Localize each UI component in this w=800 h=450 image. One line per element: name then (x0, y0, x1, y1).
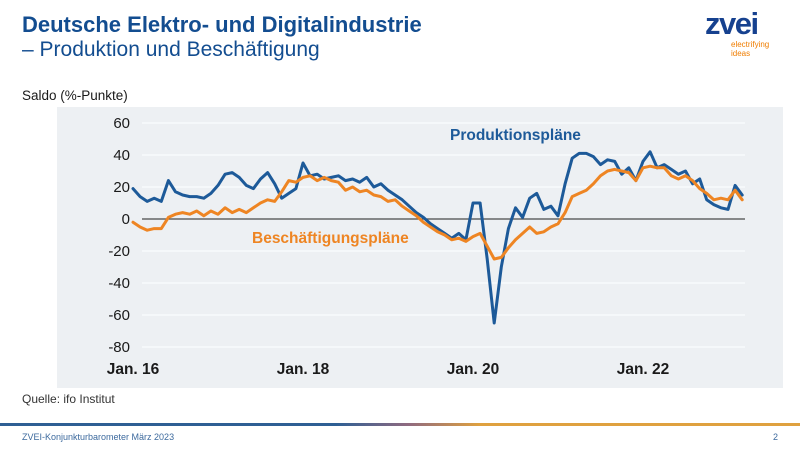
y-tick-label: -80 (108, 339, 130, 356)
zvei-logo: zvei electrifying ideas (705, 8, 775, 58)
y-tick-label: 40 (113, 147, 130, 164)
source-note: Quelle: ifo Institut (22, 392, 115, 406)
x-tick-label: Jan. 18 (277, 361, 330, 378)
x-tick-label: Jan. 20 (447, 361, 500, 378)
title-line-2: – Produktion und Beschäftigung (22, 37, 320, 61)
y-tick-label: 60 (113, 115, 130, 132)
zvei-wordmark: zvei (705, 6, 759, 41)
series-label-beschaeftigungsplaene: Beschäftigungspläne (252, 230, 409, 247)
page-title: Deutsche Elektro- und Digitalindustrie –… (22, 12, 422, 63)
zvei-tagline-line-1: electrifying (731, 40, 770, 49)
zvei-tagline-line-2: ideas (731, 49, 751, 59)
chart-panel: 60 40 20 0 -20 -40 -60 -80 Jan. 16 Jan. 18 Jan. 20… (57, 107, 783, 388)
series-line-produktionsplaene (131, 150, 744, 325)
x-tick-label: Jan. 16 (107, 361, 160, 378)
y-tick-label: 20 (113, 179, 130, 196)
y-tick-label: -40 (108, 275, 130, 292)
y-axis-title: Saldo (%-Punkte) (22, 88, 128, 103)
y-tick-label: -20 (108, 243, 130, 260)
zvei-tagline: electrifying ideas (731, 40, 775, 58)
chart-svg: 60 40 20 0 -20 -40 -60 -80 Jan. 16 Jan. 18 Jan. 20… (107, 115, 745, 378)
series-label-produktionsplaene: Produktionspläne (450, 127, 581, 144)
page-number: 2 (772, 432, 778, 442)
footer-label: ZVEI-Konjunkturbarometer März 2023 (22, 432, 175, 442)
y-tick-label: -60 (108, 307, 130, 324)
title-line-1: Deutsche Elektro- und Digitalindustrie (22, 12, 422, 37)
x-tick-label: Jan. 22 (617, 361, 670, 378)
series-line-beschaeftigungsplaene (131, 164, 744, 261)
y-tick-label: 0 (122, 211, 130, 228)
footer-divider (0, 423, 800, 426)
